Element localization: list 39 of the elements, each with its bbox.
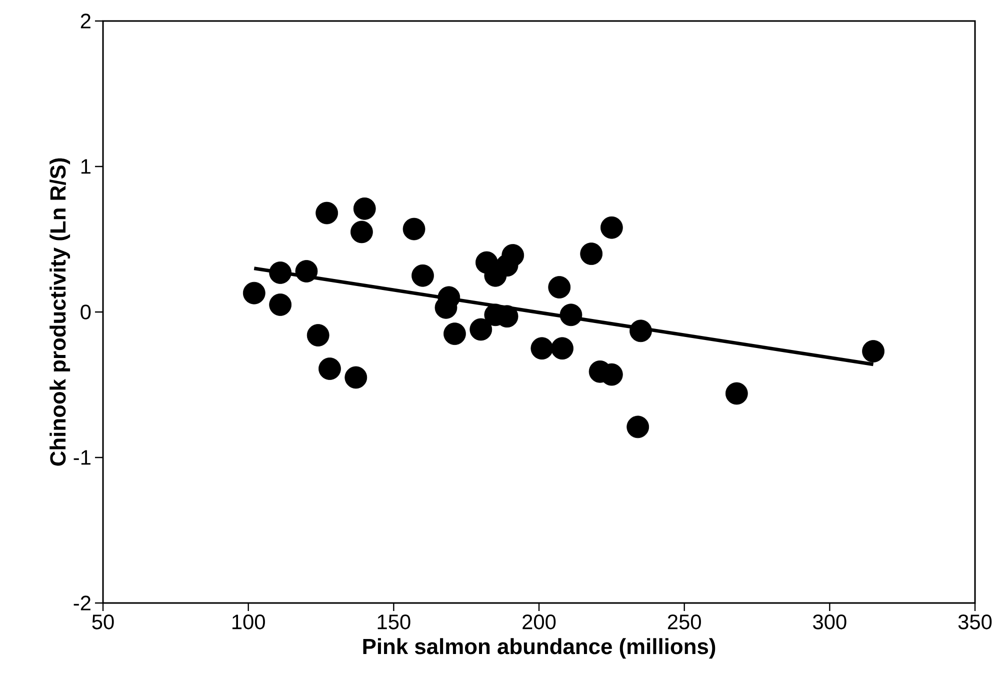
point [725, 382, 748, 405]
point [306, 324, 330, 346]
point [269, 262, 292, 284]
y-tick-label: 2 [80, 14, 90, 28]
y-axis-title: Chinook productivity (Ln R/S) [50, 158, 70, 466]
point [580, 242, 603, 265]
point [353, 197, 376, 220]
x-tick-label: 250 [668, 614, 701, 630]
x-tick-label: 350 [958, 614, 992, 630]
point [862, 340, 884, 362]
point [560, 304, 582, 326]
y-tick-label: 1 [81, 159, 90, 174]
point [402, 218, 426, 240]
y-tick-label: 0 [80, 304, 91, 320]
point [295, 260, 318, 282]
x-tick-label: 150 [378, 614, 410, 630]
x-axis-title: Pink salmon abundance (millions) [363, 638, 716, 659]
point [548, 276, 571, 298]
point [530, 337, 554, 360]
point [412, 264, 434, 287]
point [318, 358, 341, 380]
point [551, 337, 574, 360]
x-tick-label: 50 [92, 614, 114, 630]
x-tick-label: 100 [232, 614, 265, 630]
point [350, 220, 373, 244]
point [242, 282, 266, 304]
point [316, 202, 338, 224]
point [600, 216, 623, 239]
point [626, 416, 650, 438]
point [444, 322, 466, 346]
y-tick-label: -2 [74, 596, 90, 610]
x-tick-label: 300 [813, 614, 846, 630]
x-tick-label: 200 [522, 614, 556, 630]
y-tick-label: -1 [74, 450, 90, 465]
point [496, 254, 518, 277]
point [344, 366, 368, 389]
point [269, 294, 292, 316]
point [470, 318, 492, 341]
point [630, 320, 652, 342]
